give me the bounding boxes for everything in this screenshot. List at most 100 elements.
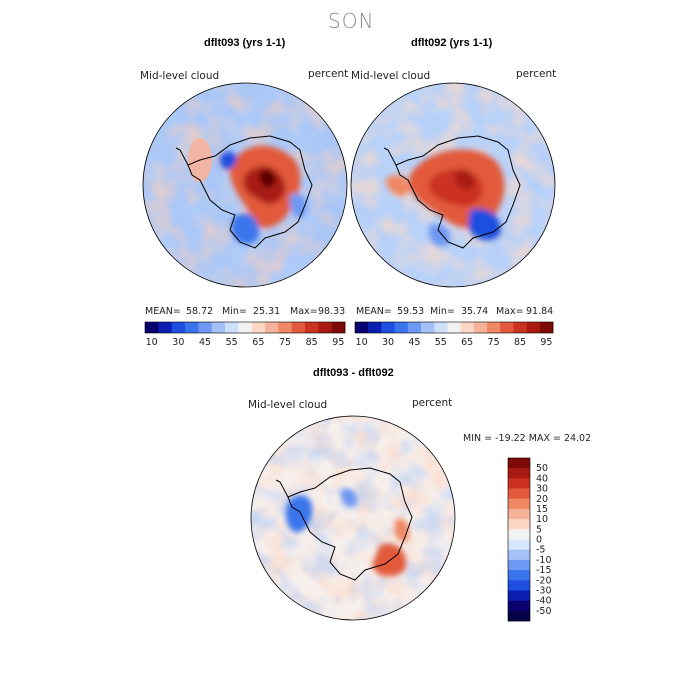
panel2-units-label: percent (516, 68, 557, 80)
panel2-title: dflt092 (yrs 1-1) (411, 37, 493, 49)
panel3-title: dflt093 - dflt092 (313, 367, 394, 379)
colorbar3-tick-label: -40 (536, 596, 552, 607)
colorbar2-swatch (539, 322, 554, 333)
colorbar2-tick-label: 30 (382, 337, 394, 348)
colorbar1-swatch (185, 322, 199, 333)
colorbar1-tick-label: 75 (279, 337, 291, 348)
panel3-map-border (250, 415, 456, 621)
colorbar3-tick-label: -15 (536, 565, 552, 576)
panel1-mean-label: MEAN= (145, 306, 181, 317)
panel2-variable-label: Mid-level cloud (351, 70, 431, 82)
panel3-map (251, 416, 455, 620)
colorbar2-swatch (394, 322, 409, 333)
colorbar1-tick-label: 45 (199, 337, 211, 348)
colorbar1-tick-label: 95 (332, 337, 344, 348)
panel3-units-label: percent (412, 397, 453, 409)
colorbar1-swatch (331, 322, 346, 333)
colorbar3-swatch (508, 468, 530, 479)
panel1-colorbar: 10 30 45 55 65 75 85 95 (144, 321, 346, 348)
colorbar2-frame (354, 321, 554, 334)
panel1-map (143, 83, 347, 287)
colorbar3-tick-label: -5 (536, 545, 545, 556)
panel2-mean-value: 59.53 (397, 306, 425, 317)
colorbar2-swatch (407, 322, 422, 333)
colorbar2-swatch (487, 322, 501, 333)
colorbar3-tick-label: -30 (536, 585, 552, 596)
colorbar1-swatch (305, 322, 319, 333)
panel1-units-label: percent (308, 68, 349, 80)
panel1-variable-label: Mid-level cloud (140, 70, 220, 82)
colorbar3-swatch (508, 570, 530, 581)
colorbar2-swatch (513, 322, 527, 333)
colorbar3-tick-label: 30 (536, 484, 548, 495)
colorbar1-swatch (225, 322, 239, 333)
colorbar2-tick-label: 85 (514, 337, 526, 348)
colorbar3-swatch (508, 610, 530, 622)
colorbar3-tick-label: -50 (536, 606, 552, 617)
colorbar2-swatch (434, 322, 448, 333)
colorbar3-swatch (508, 519, 530, 530)
colorbar3-swatch (508, 600, 530, 612)
colorbar3-frame (507, 457, 531, 622)
colorbar3-tick-label: 50 (536, 463, 548, 474)
colorbar2-swatch (355, 322, 369, 333)
colorbar3-swatch (508, 498, 530, 510)
colorbar2-swatch (421, 322, 435, 333)
colorbar2-swatch (381, 322, 395, 333)
colorbar3-swatch (508, 529, 530, 540)
colorbar1-swatch (158, 322, 172, 333)
colorbar2-swatch (447, 322, 461, 333)
colorbar3-tick-label: 0 (536, 535, 542, 546)
colorbar1-swatch (211, 322, 226, 333)
colorbar1-swatch (278, 322, 292, 333)
panel2-map (351, 83, 555, 287)
colorbar3-tick-label: 10 (536, 514, 548, 525)
colorbar1-swatch (198, 322, 212, 333)
panel3-variable-label: Mid-level cloud (248, 399, 328, 411)
colorbar1-tick-label: 55 (226, 337, 238, 348)
colorbar2-tick-label: 95 (540, 337, 552, 348)
colorbar1-swatch (291, 322, 306, 333)
colorbar3-swatch (508, 478, 530, 489)
colorbar3-swatch (508, 580, 530, 591)
colorbar3-swatch (508, 508, 530, 520)
colorbar2-swatch (460, 322, 475, 333)
colorbar1-swatch (265, 322, 279, 333)
colorbar2-tick-label: 45 (408, 337, 420, 348)
colorbar1-frame (144, 321, 346, 334)
colorbar3-tick-label: 20 (536, 494, 548, 505)
colorbar2-tick-label: 65 (461, 337, 473, 348)
panel2-mean-label: MEAN= (356, 306, 392, 317)
colorbar2-tick-label: 10 (356, 337, 368, 348)
colorbar1-swatch (238, 322, 252, 333)
colorbar2-swatch (473, 322, 488, 333)
colorbar3-swatch (508, 559, 530, 571)
colorbar3-tick-label: 5 (536, 524, 542, 535)
colorbar1-tick-label: 30 (172, 337, 184, 348)
colorbar3-swatch (508, 549, 530, 561)
colorbar3-swatch (508, 458, 530, 469)
panel3-minmax-text: MIN = -19.22 MAX = 24.02 (463, 433, 592, 444)
panel2-colorbar: 10 30 45 55 65 75 85 95 (354, 321, 554, 348)
colorbar2-tick-label: 75 (488, 337, 500, 348)
panel1-min-label: Min= (222, 306, 247, 317)
colorbar3-tick-label: 15 (536, 504, 548, 515)
panel2-min-label: Min= (430, 306, 455, 317)
panel2-max-value: 91.84 (526, 306, 554, 317)
colorbar2-tick-label: 55 (435, 337, 447, 348)
colorbar3-swatch (508, 539, 530, 550)
panel1-mean-value: 58.72 (186, 306, 214, 317)
panel1-map-border (142, 82, 348, 288)
colorbar1-tick-label: 10 (146, 337, 158, 348)
colorbar3-swatch (508, 590, 530, 601)
colorbar1-swatch (318, 322, 332, 333)
colorbar1-swatch (145, 322, 159, 333)
colorbar3-tick-label: -10 (536, 555, 552, 566)
colorbar1-swatch (171, 322, 186, 333)
colorbar3-swatch (508, 488, 530, 500)
panel1-title: dflt093 (yrs 1-1) (204, 37, 286, 49)
colorbar2-swatch (526, 322, 541, 333)
colorbar3-tick-label: 40 (536, 473, 548, 484)
